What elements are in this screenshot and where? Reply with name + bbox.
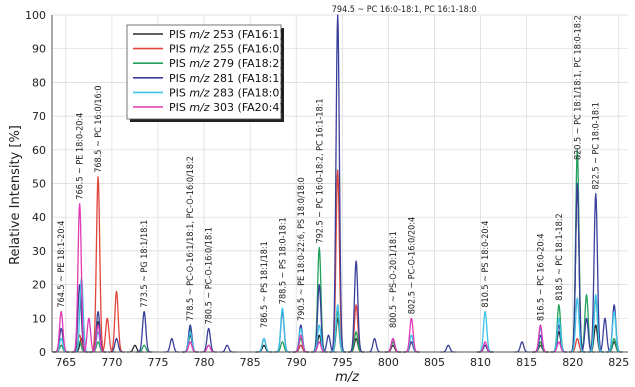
peak-mark	[329, 14, 347, 353]
x-tick-label: 805	[424, 356, 445, 369]
y-tick-label: 20	[32, 279, 46, 292]
peak-annotation: 810.5 ~ PS 18:0-20:4	[481, 221, 491, 308]
legend-box	[126, 24, 282, 120]
x-axis-title: m/z	[335, 370, 360, 385]
peak-annotation: 766.5 ~ PE 18:0-20:4	[76, 113, 86, 200]
x-tick-label: 795	[332, 356, 353, 369]
peak-annotation: 816.5 ~ PC 16:0-20:4	[536, 234, 546, 322]
y-tick-label: 80	[32, 76, 46, 89]
peak-annotation: 780.5 ~ PC-O-16:0/18:1	[205, 227, 215, 324]
peak-annotation: 773.5 ~ PG 18:1/18:1	[140, 220, 150, 308]
y-tick-label: 70	[32, 110, 46, 123]
x-tick-label: 785	[240, 356, 261, 369]
y-tick-label: 0	[39, 346, 46, 359]
peak-annotation: 786.5 ~ PS 18:1/18:1	[260, 241, 270, 328]
peak-annotation: 794.5 ~ PC 16:0-18:1, PC 16:1-18:0	[332, 5, 477, 15]
peak-annotation: 820.5 ~ PC 18:1/18:1, PC 18:0-18:2	[573, 15, 583, 160]
x-tick-label: 820	[562, 356, 583, 369]
y-tick-label: 90	[32, 43, 46, 56]
y-tick-label: 100	[25, 9, 46, 22]
y-tick-label: 30	[32, 245, 46, 258]
axes: 765 770 775 780 785 790 795 800 805 810 815 820 825 0…	[25, 9, 629, 369]
y-tick-label: 40	[32, 211, 46, 224]
peak-annotation: 764.5 ~ PE 18:1-20:4	[57, 221, 67, 308]
peak-annotation: 768.5 ~ PC 16:0/16:0	[94, 85, 104, 172]
legend-entry: PIS m/z 253 (FA16:1)	[169, 28, 284, 41]
peak-annotation: 800.5 ~ PS-O-20:1/18:1	[389, 231, 399, 328]
x-tick-label: 775	[147, 356, 168, 369]
legend: PIS m/z 253 (FA16:1) PIS m/z 255 (FA16:0)…	[126, 24, 284, 122]
legend-entry: PIS m/z 281 (FA18:1)	[169, 72, 284, 85]
peak-annotation: 790.5 ~ PE 18:0-22:6, PS 18:0/18:0	[297, 177, 307, 321]
peak-mark	[71, 203, 89, 353]
legend-entry: PIS m/z 283 (FA18:0)	[169, 86, 284, 99]
x-tick-label: 800	[378, 356, 399, 369]
legend-entry: PIS m/z 279 (FA18:2)	[169, 57, 284, 70]
peak-annotation: 778.5 ~ PC-O-16:1/18:1, PC-O-16:0/18:2	[186, 156, 196, 321]
y-tick-label: 50	[32, 178, 46, 191]
peak-annotation: 802.5 ~ PC-O-16:0/20:4	[407, 217, 417, 314]
y-tick-label: 60	[32, 144, 46, 157]
x-tick-label: 790	[286, 356, 307, 369]
peak-annotation: 792.5 ~ PC 16:0-18:2, PC 16:1-18:1	[315, 98, 325, 243]
x-tick-label: 765	[55, 356, 76, 369]
y-tick-label: 10	[32, 312, 46, 325]
x-tick-label: 810	[470, 356, 491, 369]
peak-annotation: 788.5 ~ PS 18:0-18:1	[278, 217, 288, 304]
legend-entry: PIS m/z 303 (FA20:4)	[169, 101, 284, 114]
x-tick-label: 825	[608, 356, 629, 369]
legend-entry: PIS m/z 255 (FA16:0)	[169, 43, 284, 56]
peak-annotation: 818.5 ~ PC 18:1-18:2	[555, 213, 565, 301]
y-axis-title: Relative Intensity [%]	[8, 125, 23, 265]
peak-annotations: 764.5 ~ PE 18:1-20:4 766.5 ~ PE 18:0-20:4…	[57, 5, 602, 328]
peak-annotation: 822.5 ~ PC 18:0-18:1	[592, 102, 602, 190]
x-tick-label: 770	[101, 356, 122, 369]
x-tick-label: 815	[516, 356, 537, 369]
x-tick-label: 780	[194, 356, 215, 369]
